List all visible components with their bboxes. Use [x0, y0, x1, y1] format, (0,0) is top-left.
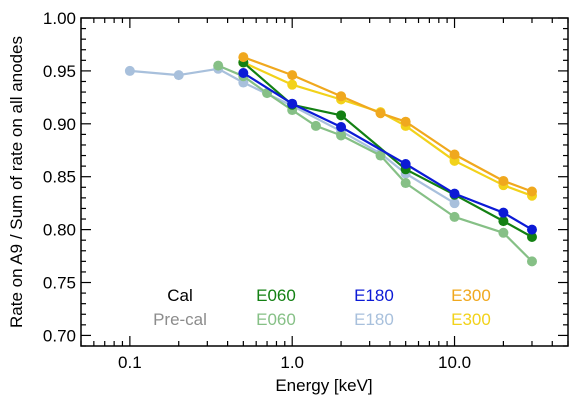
- data-point: [336, 121, 347, 132]
- data-point: [449, 188, 460, 199]
- data-point: [310, 120, 321, 131]
- y-tick-label: 1.00: [43, 9, 76, 28]
- data-point: [375, 150, 386, 161]
- series: [238, 68, 537, 235]
- data-point: [287, 79, 298, 90]
- legend-layer: Cal Pre-cal E060 E180 E300 E060 E180 E300: [153, 286, 491, 329]
- series: [238, 52, 537, 197]
- y-tick-label: 0.70: [43, 326, 76, 345]
- data-point: [238, 52, 249, 63]
- data-point: [287, 70, 298, 81]
- data-point: [336, 91, 347, 102]
- data-point: [526, 256, 537, 267]
- data-point: [287, 98, 298, 109]
- legend-entry: E060: [256, 286, 296, 305]
- data-point: [449, 149, 460, 160]
- legend-entry: E180: [354, 310, 394, 329]
- data-point: [375, 108, 386, 119]
- data-point: [213, 60, 224, 71]
- x-axis-title: Energy [keV]: [275, 376, 372, 395]
- data-point: [498, 216, 509, 227]
- data-point: [498, 175, 509, 186]
- series-line: [242, 61, 533, 197]
- y-tick-label: 0.95: [43, 62, 76, 81]
- series-line: [242, 56, 533, 193]
- data-point: [336, 110, 347, 121]
- data-point: [124, 65, 135, 76]
- data-point: [526, 224, 537, 235]
- data-point: [400, 178, 411, 189]
- y-tick-label: 0.85: [43, 168, 76, 187]
- data-point: [498, 207, 509, 218]
- data-point: [238, 68, 249, 79]
- legend-entry: E300: [451, 310, 491, 329]
- legend-group-label: Pre-cal: [153, 310, 207, 329]
- labels-layer: 0.1 1.0 10.0 0.70 0.75 0.80 0.85 0.90 0.95 1.00: [43, 9, 471, 372]
- legend-entry: E060: [256, 310, 296, 329]
- data-point: [449, 198, 460, 209]
- y-axis-title: Rate on A9 / Sum of rate on all anodes: [7, 36, 26, 328]
- legend-group-label: Cal: [167, 286, 193, 305]
- legend-entry: E300: [451, 286, 491, 305]
- y-tick-label: 0.90: [43, 115, 76, 134]
- x-tick-label: 10.0: [438, 353, 471, 372]
- data-point: [526, 232, 537, 243]
- series: [213, 60, 537, 267]
- y-tick-label: 0.80: [43, 221, 76, 240]
- data-point: [400, 116, 411, 127]
- data-point: [173, 70, 184, 81]
- plot-frame: [80, 17, 569, 347]
- data-point: [526, 186, 537, 197]
- data-point: [449, 211, 460, 222]
- legend-entry: E180: [354, 286, 394, 305]
- series-layer: [124, 52, 537, 267]
- data-point: [400, 159, 411, 170]
- data-point: [498, 227, 509, 238]
- x-tick-label: 1.0: [280, 353, 304, 372]
- data-point: [336, 130, 347, 141]
- x-tick-label: 0.1: [118, 353, 142, 372]
- y-tick-label: 0.75: [43, 274, 76, 293]
